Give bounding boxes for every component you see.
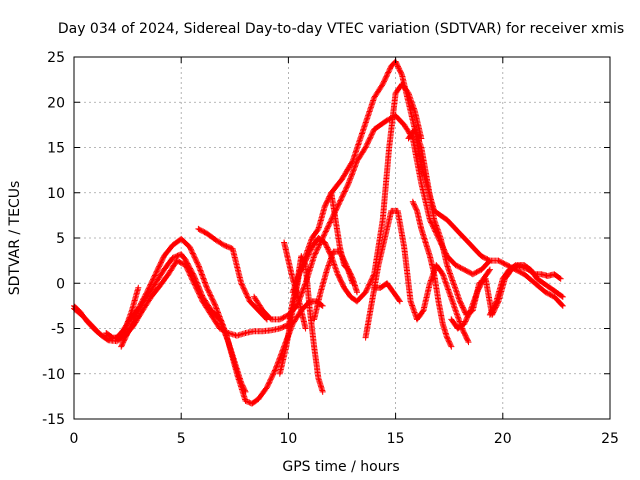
x-tick-label: 10 [279, 431, 297, 447]
x-tick-label: 0 [70, 431, 79, 447]
axis-ticks: 0 5 10 15 20 25 -15 -10 -5 0 5 10 15 20 25 [42, 50, 619, 447]
y-tick-label: 15 [47, 141, 65, 157]
series-track-l [328, 189, 361, 296]
series-track-q [448, 266, 493, 332]
series-markers [362, 207, 472, 346]
y-tick-label: -15 [42, 412, 65, 428]
series-markers [195, 225, 270, 323]
series-track-j [281, 239, 309, 332]
x-tick-label: 5 [177, 431, 186, 447]
y-tick-label: 25 [47, 50, 65, 66]
series-markers [103, 284, 142, 341]
series-markers [409, 198, 455, 350]
series-markers [486, 262, 564, 318]
series-track-p [371, 280, 403, 305]
y-tick-label: 20 [47, 95, 65, 111]
series-track-m [362, 207, 472, 346]
series-markers [448, 266, 493, 332]
x-axis-label: GPS time / hours [282, 459, 399, 475]
x-tick-label: 25 [601, 431, 619, 447]
x-tick-label: 20 [494, 431, 512, 447]
y-tick-label: 5 [56, 231, 65, 247]
y-tick-label: -5 [51, 322, 65, 338]
y-tick-label: -10 [42, 367, 65, 383]
x-tick-label: 15 [387, 431, 405, 447]
series-markers [371, 280, 403, 305]
series-track-r [486, 262, 564, 318]
series-track-o [409, 198, 455, 350]
y-tick-label: 0 [56, 276, 65, 292]
series-track-e [195, 225, 270, 323]
y-axis-label: SDTVAR / TECUs [7, 181, 23, 296]
y-tick-label: 10 [47, 186, 65, 202]
series-markers [281, 239, 309, 332]
series-markers [328, 189, 361, 296]
series-track-d [103, 284, 142, 341]
chart-title: Day 034 of 2024, Sidereal Day-to-day VTE… [58, 21, 624, 37]
